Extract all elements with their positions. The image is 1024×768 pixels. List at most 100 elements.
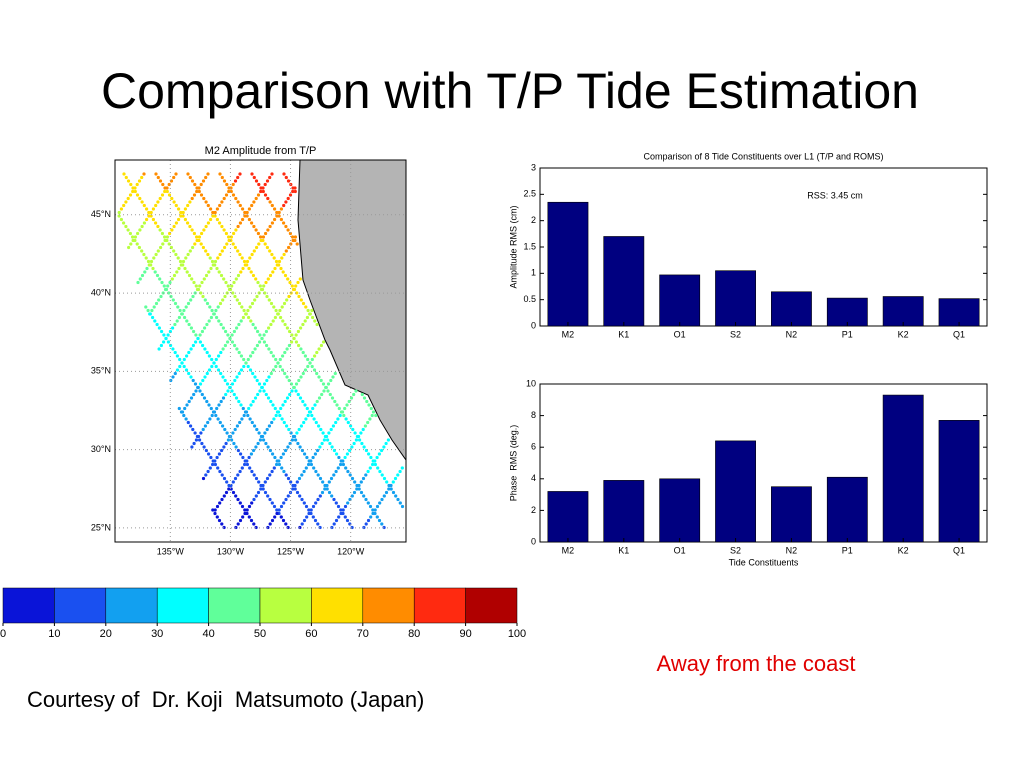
track-dot [360,441,364,446]
track-dot [204,224,208,229]
track-dot [158,277,162,281]
annotation: Away from the coast [657,651,856,676]
track-dot [174,252,178,257]
y-tick-label: 0 [531,320,536,330]
track-dot [250,501,254,505]
track-dot [284,200,288,204]
track-dot [338,413,342,418]
y-tick-label: 1.5 [523,241,536,251]
track-dot [245,259,250,264]
track-dot [199,182,203,187]
track-dot [219,371,223,376]
track-dot [311,406,315,411]
track-dot [231,490,236,495]
bar [771,486,812,543]
track-dot [341,459,345,463]
track-dot [376,466,380,470]
track-dot [269,301,274,306]
track-dot [164,287,169,292]
track-dot [145,207,149,211]
track-dot [204,175,208,180]
track-dot [299,326,303,330]
track-dot [287,294,291,299]
track-dot [231,431,235,435]
track-dot [188,200,192,204]
track-dot [200,329,204,334]
track-dot [250,420,254,425]
track-dot [353,431,357,435]
track-dot [258,438,262,442]
track-dot [151,315,155,320]
track-dot [198,438,202,442]
track-dot [202,196,206,201]
track-dot [302,420,306,425]
y-tick-label: 35°N [91,366,111,376]
track-dot [227,487,231,491]
track-dot [250,252,254,257]
track-dot [326,389,330,393]
track-dot [359,490,364,495]
y-tick-label: 0.5 [523,294,536,304]
track-dot [293,434,297,439]
track-dot [227,189,231,194]
track-dot [180,410,185,414]
track-dot [260,385,264,390]
track-dot [194,438,198,442]
x-tick-label: K1 [618,545,629,555]
track-dot [190,445,194,449]
track-dot [156,224,160,229]
track-dot [345,518,350,523]
track-dot [171,326,175,330]
track-dot [282,252,286,257]
track-dot [307,508,311,512]
track-dot [192,441,196,446]
track-dot [261,487,265,491]
track-dot [184,305,188,309]
track-dot [279,504,284,509]
track-dot [217,518,222,523]
track-dot [236,224,240,229]
track-dot [250,203,254,208]
colorbar-tick-label: 70 [357,628,369,640]
track-dot [277,508,281,512]
track-dot [297,378,301,383]
track-dot [158,228,162,232]
track-dot [273,266,277,271]
track-dot [371,511,375,516]
track-dot [209,406,213,411]
track-dot [217,403,221,407]
x-tick-label: O1 [674,545,686,555]
track-dot [221,424,225,428]
track-dot [215,315,219,320]
track-dot [322,389,326,393]
track-dot [238,518,243,523]
track-dot [206,252,210,257]
track-dot [380,473,384,477]
track-dot [195,186,199,190]
track-dot [195,235,199,239]
track-dot [179,210,183,215]
track-dot [290,438,294,442]
track-dot [216,256,220,260]
track-dot [238,172,242,176]
track-dot [284,249,288,253]
track-dot [290,284,294,288]
track-dot [159,294,163,299]
track-dot [243,511,247,516]
track-dot [266,196,270,201]
track-dot [157,326,161,330]
track-dot [241,406,245,411]
track-dot [160,280,164,285]
track-dot [198,389,202,393]
track-dot [316,497,320,502]
track-dot [337,406,341,411]
track-dot [204,273,209,278]
y-tick-label: 1 [531,268,536,278]
track-dot [235,298,239,302]
track-dot [267,375,271,379]
track-dot [239,354,243,358]
track-dot [215,266,219,271]
track-dot [268,249,272,253]
track-dot [318,494,322,498]
track-dot [239,403,243,407]
